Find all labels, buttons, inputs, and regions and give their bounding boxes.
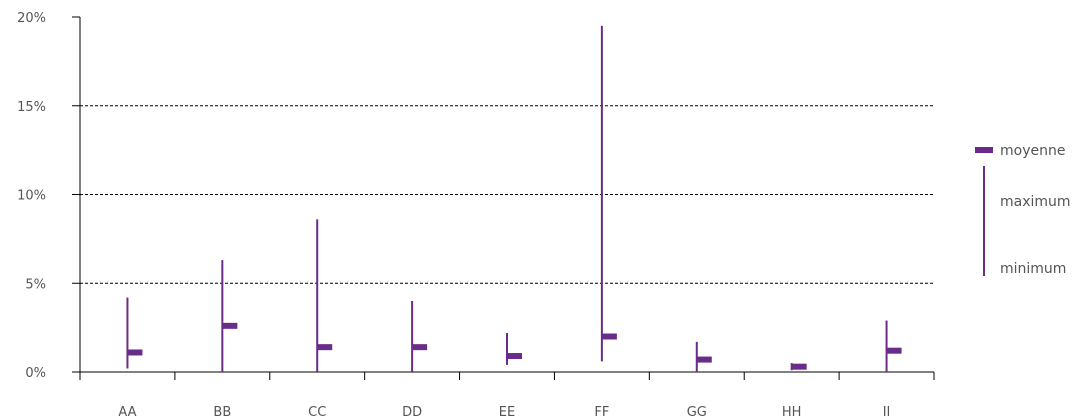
mean-mark-bb [222,322,238,329]
mean-mark-cc [317,344,333,351]
x-tick-label: FF [594,405,609,420]
data-marks [126,25,902,372]
y-tick-label: 15% [17,100,46,115]
x-tick-label: II [883,405,891,420]
x-tick-label: DD [402,405,422,420]
x-tick-label: GG [687,405,707,420]
x-tick-label: AA [118,405,136,420]
x-axis-ticks: AA BB CC DD EE FF GG HH II [79,372,935,420]
y-axis-ticks: 0% 5% 10% 15% 20% [17,11,80,381]
mean-mark-ii [886,347,902,354]
mean-mark-ee [507,353,522,360]
legend-moyenne-label: moyenne [1000,143,1065,159]
x-tick-label: BB [213,405,231,420]
mean-mark-hh [791,363,807,370]
mean-mark-gg [696,356,712,363]
legend: moyenne maximum minimum [975,143,1071,277]
y-tick-label: 20% [17,11,46,26]
y-tick-label: 5% [25,277,46,292]
mean-mark-ff [601,333,617,340]
x-tick-label: EE [499,405,515,420]
y-tick-label: 10% [17,189,46,204]
legend-moyenne-swatch [975,147,993,153]
legend-maximum-label: maximum [1000,194,1071,210]
y-tick-label: 0% [25,366,46,381]
gridlines [80,105,934,284]
legend-minimum-label: minimum [1000,261,1066,277]
x-tick-label: CC [308,405,326,420]
mean-mark-aa [127,349,143,356]
mean-mark-dd [412,344,428,351]
x-tick-label: HH [782,405,802,420]
